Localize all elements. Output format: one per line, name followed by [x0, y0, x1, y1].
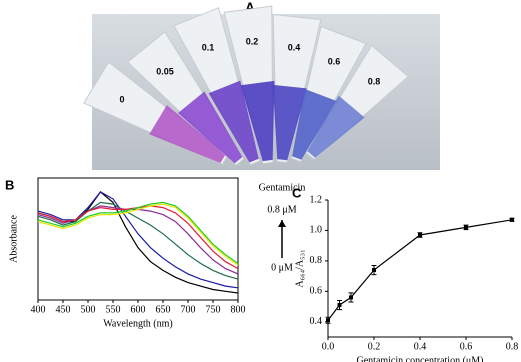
- x-tick-label: 650: [156, 304, 171, 315]
- x-axis-title: Wavelength (nm): [103, 318, 172, 329]
- data-point: [337, 303, 342, 308]
- tube-label: 0.4: [288, 42, 301, 52]
- panel-label: A: [245, 0, 255, 14]
- y-axis-title: Absorbance: [8, 215, 19, 263]
- tube-liquid: [292, 88, 337, 160]
- panel-label: C: [292, 185, 302, 200]
- tube-liquid: [149, 105, 226, 164]
- gradient-arrow-head: [278, 220, 286, 227]
- x-tick-label: 750: [206, 304, 221, 315]
- tube-liquid: [178, 91, 243, 164]
- tube-label: 0.2: [246, 36, 259, 46]
- y-tick-label: 0.6: [310, 286, 323, 297]
- tube-liquid: [307, 95, 365, 158]
- y-tick-label: 1.0: [310, 225, 323, 236]
- tube-liquid: [208, 80, 259, 163]
- series-line: [37, 201, 239, 280]
- data-point: [418, 233, 422, 238]
- tube-label: 0.1: [202, 42, 215, 52]
- tubes: 0 0.05 0.1 0.2 0.4 0.6 0.8: [83, 5, 410, 166]
- series-line: [37, 203, 239, 266]
- panel-label: B: [5, 177, 14, 192]
- x-tick-label: 700: [181, 304, 196, 315]
- annotation-top: 0.8 μM: [267, 204, 296, 215]
- x-tick-label: 0.8: [506, 341, 519, 352]
- data-point: [326, 318, 330, 323]
- data-point: [510, 217, 514, 222]
- annotation-title: Gentamicin: [259, 182, 306, 193]
- tube-label: 0.6: [328, 56, 341, 66]
- x-tick-label: 400: [31, 304, 46, 315]
- x-axis-title: Gentamicin concentration (μM): [357, 355, 484, 362]
- tube-label: 0.05: [156, 66, 174, 76]
- tube-label: 0.8: [368, 76, 381, 86]
- x-tick-label: 450: [56, 304, 71, 315]
- annotation-bottom: 0 μM: [271, 262, 293, 273]
- data-point: [349, 295, 353, 300]
- tube-label: 0: [119, 94, 124, 104]
- tube-liquid: [240, 80, 275, 162]
- x-tick-label: 0.2: [368, 341, 381, 352]
- x-tick-label: 550: [106, 304, 121, 315]
- x-tick-label: 0.6: [460, 341, 473, 352]
- x-tick-label: 800: [231, 304, 246, 315]
- series-line: [37, 205, 239, 270]
- y-tick-label: 0.4: [310, 316, 323, 327]
- y-tick-label: 0.8: [310, 255, 323, 266]
- x-tick-label: 600: [131, 304, 146, 315]
- data-point: [372, 268, 376, 273]
- x-tick-label: 500: [81, 304, 96, 315]
- data-point: [464, 225, 468, 230]
- tube-liquid: [272, 84, 307, 161]
- y-tick-label: 1.2: [310, 194, 323, 205]
- y-axis-title: A₆₆₄/A₅₃₁: [294, 249, 305, 287]
- series-line: [37, 201, 239, 264]
- x-tick-label: 0.0: [322, 341, 335, 352]
- series-line: [37, 191, 239, 294]
- x-tick-label: 0.4: [414, 341, 427, 352]
